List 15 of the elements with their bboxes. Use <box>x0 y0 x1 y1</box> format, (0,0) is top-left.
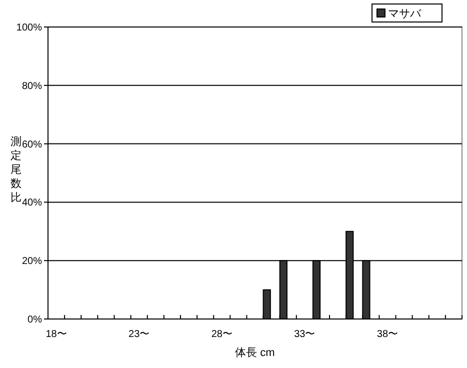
y-tick-label: 20% <box>22 256 42 268</box>
y-tick-label: 60% <box>22 139 42 150</box>
x-tick-label: 23〜 <box>128 329 150 340</box>
y-tick-label: 40% <box>22 198 42 209</box>
y-tick-label: 100% <box>16 22 42 34</box>
x-tick-label: 18〜 <box>46 329 67 340</box>
y-tick-label: 0% <box>28 314 42 326</box>
x-axis-title: 体長 cm <box>235 347 275 359</box>
y-axis-title: 測定尾数比 <box>10 136 22 204</box>
legend-label: マサバ <box>388 8 422 20</box>
bar <box>262 289 271 320</box>
y-tick-label: 80% <box>22 80 42 92</box>
x-tick-label: 38〜 <box>376 329 398 340</box>
x-tick-label: 28〜 <box>211 329 232 340</box>
x-tick-label: 33〜 <box>294 329 316 340</box>
